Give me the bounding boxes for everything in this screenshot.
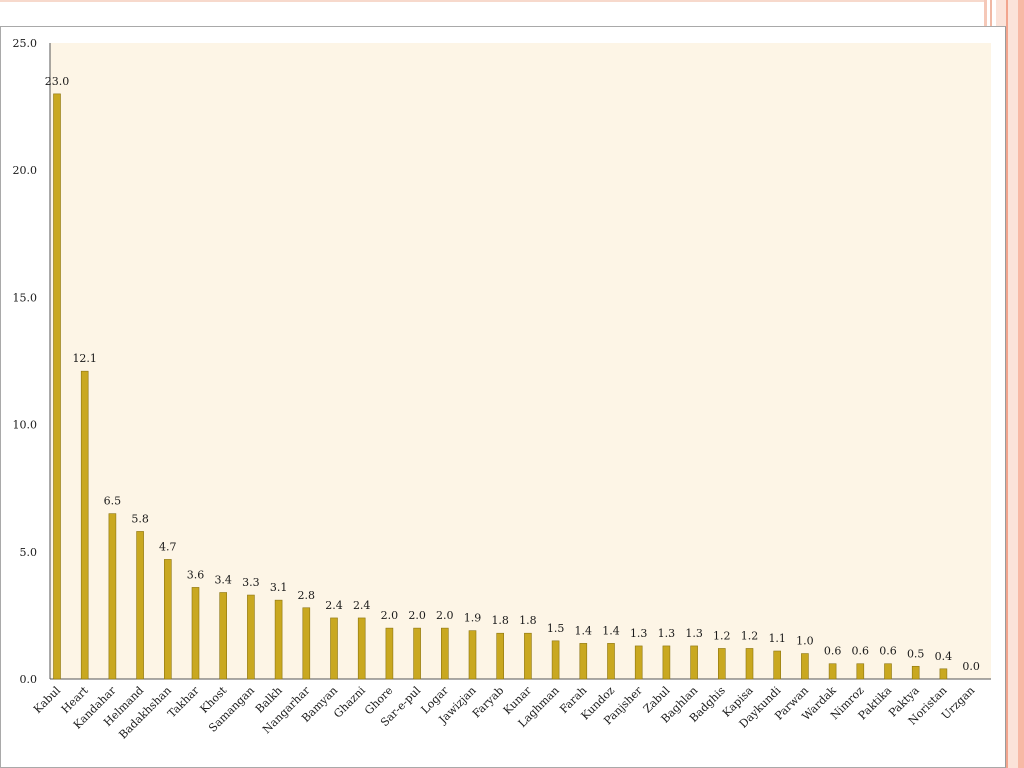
bar xyxy=(302,607,311,680)
y-tick-label: 10.0 xyxy=(13,419,38,432)
y-axis: 0.0 5.0 10.0 15.0 20.0 25.0 xyxy=(13,37,51,686)
bar xyxy=(662,645,671,680)
bar xyxy=(53,93,61,680)
bar xyxy=(773,650,782,680)
data-label: 1.3 xyxy=(658,627,676,640)
bar xyxy=(247,594,255,680)
data-label: 3.3 xyxy=(242,576,260,589)
data-label: 2.4 xyxy=(325,599,343,612)
data-label: 1.9 xyxy=(464,612,482,625)
data-label: 1.1 xyxy=(768,632,786,645)
data-label: 2.0 xyxy=(408,609,426,622)
bar xyxy=(413,627,421,680)
bar xyxy=(745,648,754,680)
data-label: 0.4 xyxy=(935,650,953,663)
category-label: Kabul xyxy=(31,684,63,716)
bar xyxy=(551,640,560,680)
bar xyxy=(579,643,588,680)
data-label: 0.6 xyxy=(824,645,842,658)
bar xyxy=(607,643,615,680)
data-label: 0.5 xyxy=(907,647,925,660)
data-label: 0.6 xyxy=(879,645,897,658)
bar xyxy=(801,653,809,680)
bar xyxy=(884,663,892,680)
data-label: 4.7 xyxy=(159,540,177,553)
y-tick-label: 0.0 xyxy=(20,673,38,686)
top-decor-line xyxy=(0,0,984,2)
data-label: 0.6 xyxy=(852,645,870,658)
bar-series xyxy=(53,93,948,680)
data-label: 2.4 xyxy=(353,599,371,612)
data-label: 1.4 xyxy=(575,624,593,637)
bar xyxy=(717,648,726,680)
data-label: 2.0 xyxy=(381,609,399,622)
y-tick-label: 5.0 xyxy=(20,546,38,559)
bar xyxy=(496,632,505,680)
data-label: 2.8 xyxy=(298,589,316,602)
bar xyxy=(274,599,283,680)
data-labels: 23.0 12.1 6.5 5.8 4.7 3.6 3.4 3.3 3.1 2.8 2.4 2.4 2.… xyxy=(45,75,980,673)
bar xyxy=(330,617,338,680)
bar xyxy=(690,645,698,680)
bar xyxy=(634,645,643,680)
right-decor-strip xyxy=(1018,0,1024,768)
bar-chart: 0.0 5.0 10.0 15.0 20.0 25.0 23.0 12.1 6.5 5.8 4.7… xyxy=(13,37,991,741)
data-label: 3.6 xyxy=(187,568,205,581)
data-label: 1.2 xyxy=(741,629,759,642)
bar xyxy=(440,627,449,680)
data-label: 5.8 xyxy=(131,512,149,525)
data-label: 1.3 xyxy=(685,627,703,640)
chart-panel: 0.0 5.0 10.0 15.0 20.0 25.0 23.0 12.1 6.5 5.8 4.7… xyxy=(0,26,1006,768)
bar xyxy=(219,592,227,680)
data-label: 2.0 xyxy=(436,609,454,622)
data-label: 3.1 xyxy=(270,581,288,594)
bar xyxy=(911,665,920,680)
bar xyxy=(939,668,948,680)
bar xyxy=(357,617,366,680)
category-labels: KabulHeartKandaharHelmandBadakhshanTakha… xyxy=(31,683,977,741)
y-tick-label: 25.0 xyxy=(13,37,38,50)
y-tick-label: 20.0 xyxy=(13,164,38,177)
category-label: Faryab xyxy=(470,684,506,720)
bar xyxy=(136,531,144,680)
plot-area xyxy=(50,43,991,679)
bar xyxy=(164,559,172,680)
category-label: Ghazni xyxy=(331,684,368,721)
data-label: 1.8 xyxy=(519,614,537,627)
data-label: 1.3 xyxy=(630,627,648,640)
bar xyxy=(191,587,200,680)
right-decor-strip xyxy=(1006,0,1008,768)
data-label: 23.0 xyxy=(45,75,70,88)
bar xyxy=(80,370,89,680)
data-label: 6.5 xyxy=(104,495,122,508)
data-label: 1.4 xyxy=(602,624,620,637)
data-label: 3.4 xyxy=(214,574,232,587)
bar xyxy=(524,632,532,680)
category-label: Takhar xyxy=(165,683,202,720)
bar xyxy=(856,663,865,680)
data-label: 1.5 xyxy=(547,622,565,635)
data-label: 1.2 xyxy=(713,629,731,642)
data-label: 1.0 xyxy=(796,635,814,648)
data-label: 1.8 xyxy=(491,614,509,627)
bar xyxy=(385,627,394,680)
data-label: 12.1 xyxy=(72,352,97,365)
data-label: 0.0 xyxy=(962,660,980,673)
bar xyxy=(108,513,117,680)
bar xyxy=(468,630,477,680)
y-tick-label: 15.0 xyxy=(13,291,38,304)
bar xyxy=(828,663,837,680)
